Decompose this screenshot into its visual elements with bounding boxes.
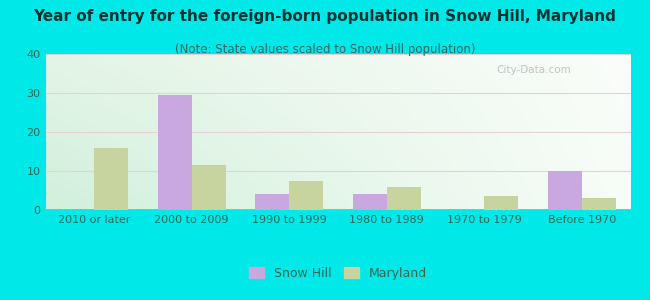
Text: Year of entry for the foreign-born population in Snow Hill, Maryland: Year of entry for the foreign-born popul… [34,9,616,24]
Bar [255,194,289,210]
Text: (Note: State values scaled to Snow Hill population): (Note: State values scaled to Snow Hill … [175,44,475,56]
Bar [289,181,324,210]
Bar [582,198,616,210]
Bar [94,148,129,210]
Bar [353,194,387,210]
Bar [484,196,519,210]
Bar [157,95,192,210]
Text: City-Data.com: City-Data.com [496,65,571,75]
Legend: Snow Hill, Maryland: Snow Hill, Maryland [244,262,432,285]
Bar [547,171,582,210]
Bar [192,165,226,210]
Bar [387,187,421,210]
